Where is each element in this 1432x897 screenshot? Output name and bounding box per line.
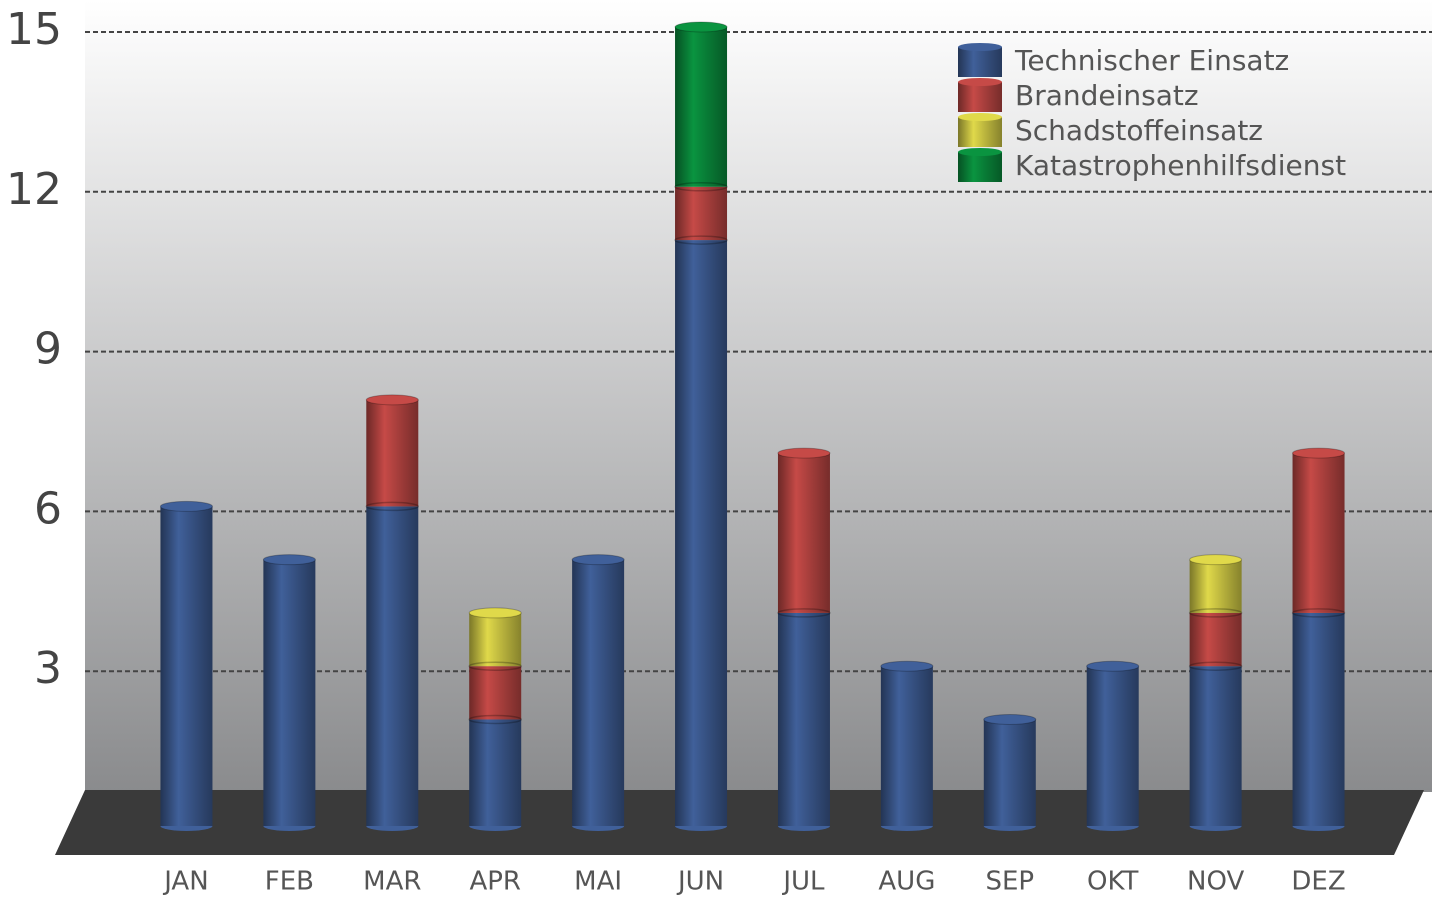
bar-cap	[365, 394, 419, 406]
y-tick-label: 9	[34, 324, 62, 375]
bar-segment	[983, 719, 1036, 826]
bar-segment	[160, 506, 213, 826]
bar-segment	[366, 399, 419, 507]
x-tick-label: MAR	[363, 867, 421, 897]
bar-segment	[675, 27, 728, 187]
segment-joint	[365, 501, 420, 512]
legend-swatch	[958, 152, 1002, 182]
segment-joint	[468, 661, 522, 671]
y-tick-label: 12	[6, 164, 62, 215]
legend-label: Technischer Einsatz	[1014, 44, 1289, 77]
bar-cap	[1189, 554, 1243, 566]
x-tick-label: AUG	[878, 867, 935, 897]
bar-cap	[880, 660, 934, 672]
bar-segment	[469, 666, 522, 720]
bar-cap	[1086, 660, 1140, 672]
bar-cap	[674, 21, 728, 33]
segment-joint	[1188, 661, 1243, 671]
legend-label: Katastrophenhilfsdienst	[1015, 149, 1346, 182]
bar-cap	[468, 607, 522, 619]
segment-joint	[1291, 608, 1346, 618]
bar-cap	[571, 554, 625, 566]
bar-cap	[262, 554, 316, 566]
y-tick-label: 15	[6, 4, 62, 55]
x-tick-label: OKT	[1087, 867, 1138, 897]
legend-swatch-cap	[958, 148, 1002, 156]
x-tick-label: MAI	[574, 867, 622, 897]
segment-joint	[1188, 608, 1243, 618]
bar-segment	[777, 612, 830, 826]
x-tick-label: APR	[469, 867, 521, 897]
bar-segment	[1086, 666, 1139, 826]
bar-segment	[1292, 612, 1345, 826]
bar-segment	[572, 559, 625, 826]
bar-segment	[263, 559, 316, 826]
legend-swatch-cap	[958, 78, 1002, 86]
legend-label: Brandeinsatz	[1015, 79, 1199, 112]
bar-segment	[469, 719, 522, 826]
x-tick-label: SEP	[985, 867, 1034, 897]
legend-swatch	[958, 47, 1002, 77]
legend-label: Schadstoffeinsatz	[1015, 114, 1263, 147]
bar-segment	[1292, 453, 1345, 613]
x-tick-label: NOV	[1187, 867, 1244, 897]
y-tick-label: 3	[34, 643, 62, 694]
y-tick-label: 6	[34, 483, 62, 534]
x-tick-label: JUL	[781, 867, 825, 897]
legend-swatch-cap	[958, 43, 1002, 51]
x-tick-label: JUN	[676, 867, 724, 897]
x-tick-label: FEB	[265, 867, 314, 897]
bar-segment	[675, 240, 728, 827]
bar-segment	[1189, 559, 1242, 613]
bar-segment	[1189, 666, 1242, 826]
bar-cap	[777, 447, 831, 459]
bar-segment	[777, 453, 830, 613]
x-tick-label: JAN	[162, 867, 208, 897]
bar-segment	[1189, 612, 1242, 667]
segment-joint	[777, 608, 831, 618]
legend-swatch	[958, 82, 1002, 112]
segment-joint	[674, 235, 728, 245]
segment-joint	[468, 714, 522, 725]
bar-segment	[880, 666, 933, 826]
segment-joint	[674, 182, 728, 192]
bar-cap	[983, 713, 1037, 725]
bar-segment	[366, 506, 419, 826]
legend-swatch	[958, 117, 1002, 147]
bar-segment	[469, 612, 522, 667]
bar-cap	[1292, 447, 1346, 459]
bar-cap	[159, 500, 213, 512]
x-tick-label: DEZ	[1291, 867, 1345, 897]
legend-swatch-cap	[958, 113, 1002, 121]
bar-segment	[675, 186, 728, 241]
